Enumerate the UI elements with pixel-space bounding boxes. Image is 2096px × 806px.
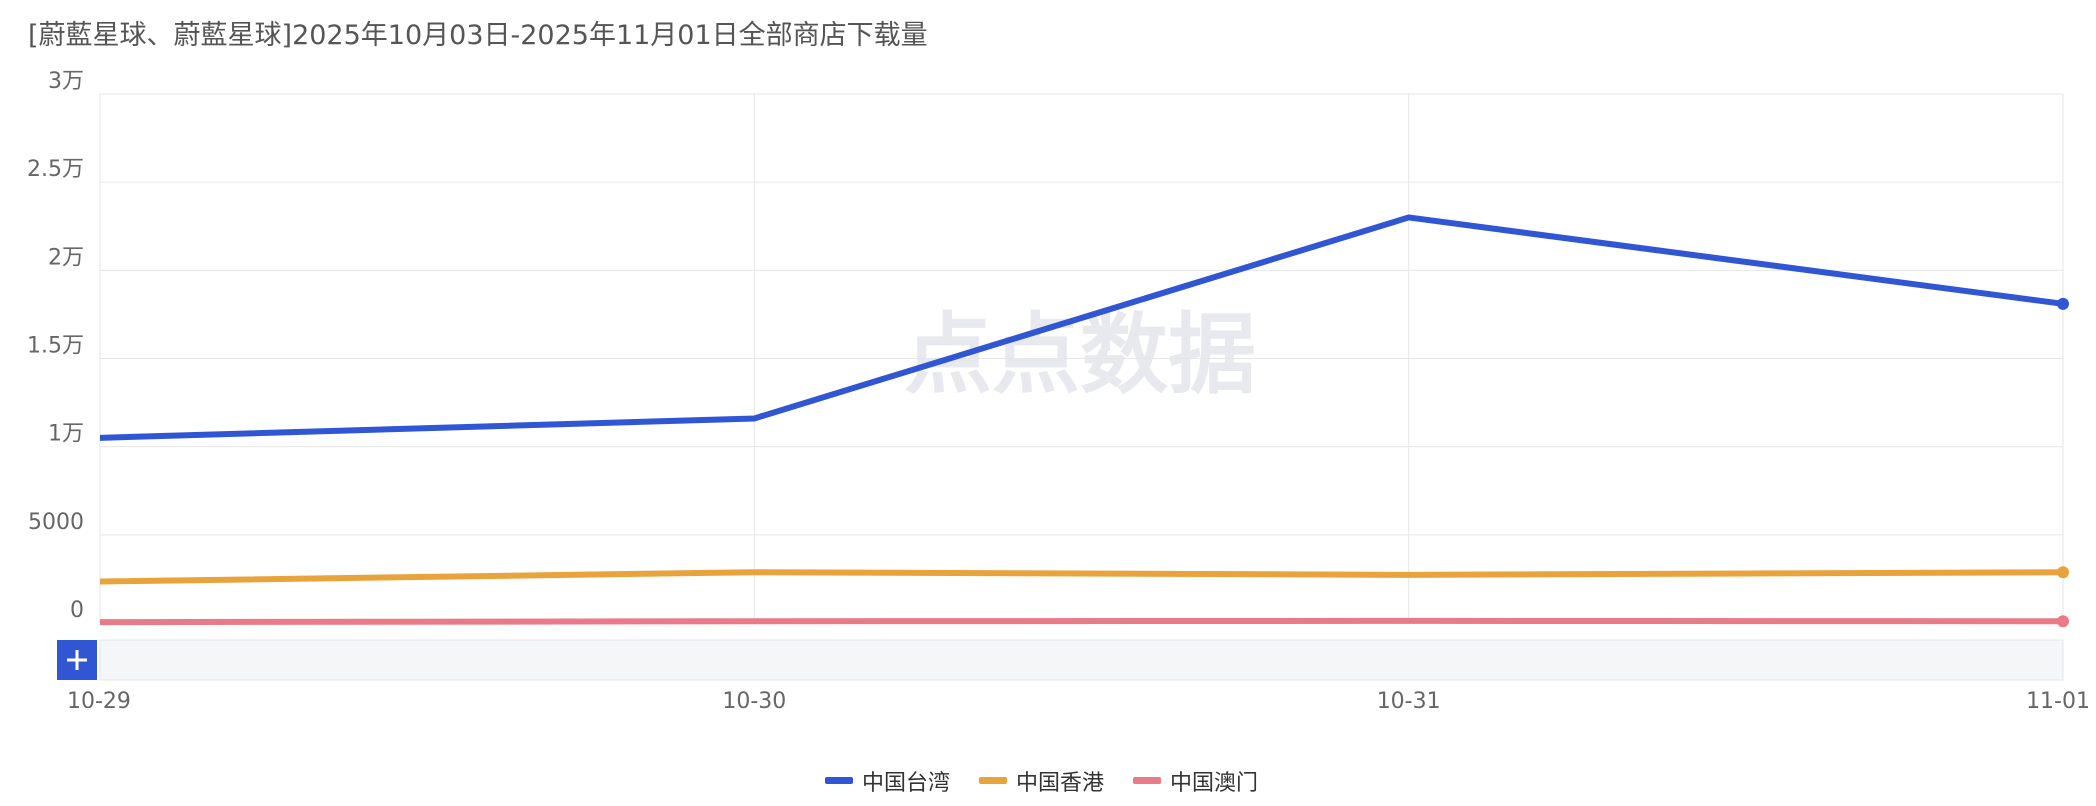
- x-tick-label: 10-30: [722, 689, 786, 714]
- y-tick-label: 1万: [48, 422, 84, 447]
- legend-swatch: [979, 777, 1007, 784]
- y-tick-label: 2.5万: [27, 157, 84, 182]
- zoom-slider[interactable]: [99, 639, 2064, 681]
- end-point: [2057, 566, 2069, 579]
- legend-swatch: [1133, 777, 1161, 784]
- series-line: [99, 617, 2064, 626]
- y-tick-label: 3万: [48, 69, 84, 94]
- y-tick-label: 5000: [28, 510, 84, 535]
- end-point: [2057, 615, 2069, 628]
- series-line: [99, 214, 2064, 441]
- x-tick-label: 10-29: [67, 689, 131, 714]
- chart-title: [蔚藍星球、蔚藍星球]2025年10月03日-2025年11月01日全部商店下载…: [28, 20, 928, 51]
- series-line: [99, 569, 2064, 585]
- end-point: [2057, 297, 2069, 310]
- x-tick-label: 10-31: [1377, 689, 1441, 714]
- legend-label: 中国台湾: [862, 771, 950, 796]
- y-tick-label: 2万: [48, 245, 84, 270]
- y-tick-label: 0: [70, 598, 84, 623]
- legend-swatch: [825, 777, 853, 784]
- y-tick-label: 1.5万: [27, 334, 84, 359]
- x-tick-label: 11-01: [2026, 689, 2090, 714]
- legend-label: 中国澳门: [1170, 771, 1258, 796]
- legend-label: 中国香港: [1016, 771, 1104, 796]
- plus-icon: [67, 650, 87, 670]
